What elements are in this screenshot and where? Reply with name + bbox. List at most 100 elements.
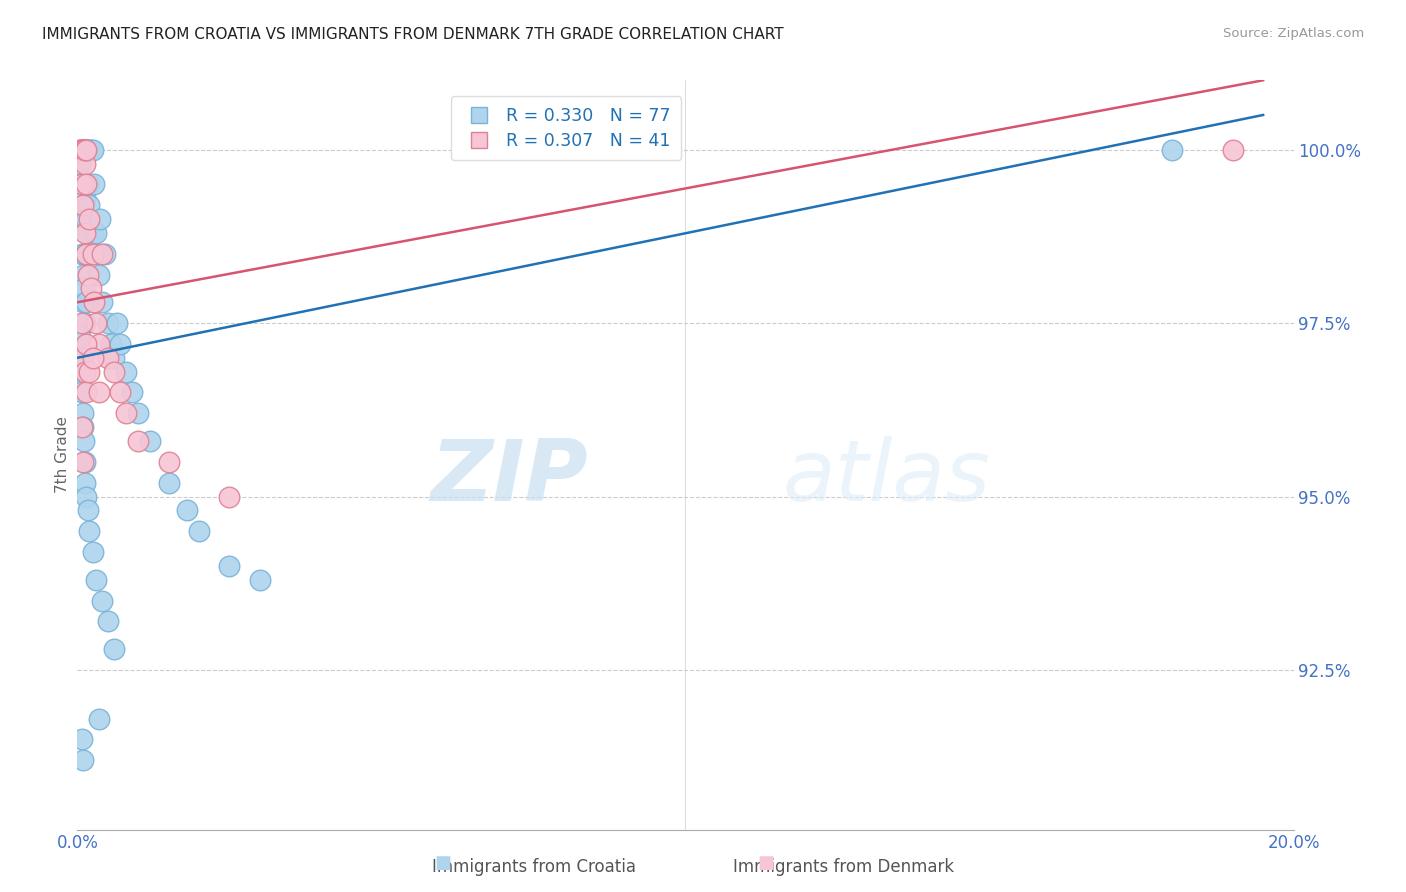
Point [73,316,96,330]
Point [75,178,97,192]
Point [70,365,93,379]
Point [70,143,93,157]
Text: atlas: atlas [783,436,991,519]
Point [82,226,104,240]
Point [72,351,94,365]
Point [73,226,96,240]
Point [77,226,100,240]
Point [97,351,120,365]
Point [84,316,107,330]
Point [82,351,104,365]
Point [72,268,94,282]
Point [79,365,101,379]
Point [75,490,97,504]
Point [80,246,103,260]
Point [218,558,240,573]
Point [188,524,211,539]
Point [75,143,97,157]
Point [115,406,138,420]
Point [70,143,93,157]
Point [75,143,97,157]
Point [83,295,105,310]
Point [70,212,93,227]
Point [75,246,97,260]
Point [75,212,97,227]
Legend: R = 0.330   N = 77, R = 0.307   N = 41: R = 0.330 N = 77, R = 0.307 N = 41 [451,96,682,161]
Point [77,503,100,517]
Point [70,420,93,434]
Point [87,268,110,282]
Point [93,246,115,260]
Point [73,143,96,157]
Point [75,246,97,260]
Point [72,143,94,157]
Point [249,573,271,587]
Point [72,198,94,212]
Point [90,295,112,310]
Point [79,198,101,212]
Point [70,351,93,365]
Text: ■: ■ [758,855,775,872]
Point [87,712,110,726]
Point [73,143,96,157]
Point [75,143,97,157]
Text: IMMIGRANTS FROM CROATIA VS IMMIGRANTS FROM DENMARK 7TH GRADE CORRELATION CHART: IMMIGRANTS FROM CROATIA VS IMMIGRANTS FR… [42,27,783,42]
Point [87,337,110,351]
Point [70,143,93,157]
Point [72,143,94,157]
Point [72,420,94,434]
Point [105,316,128,330]
Point [72,178,94,192]
Point [90,246,112,260]
Point [72,143,94,157]
Point [70,178,93,192]
Point [70,143,93,157]
Point [79,524,101,539]
Point [1222,143,1244,157]
Point [139,434,162,448]
Point [75,295,97,310]
Point [82,246,104,260]
Point [121,385,143,400]
Point [70,385,93,400]
Point [75,385,97,400]
Point [90,593,112,607]
Text: ■: ■ [434,855,451,872]
Point [82,143,104,157]
Point [73,434,96,448]
Point [70,143,93,157]
Point [103,365,125,379]
Point [80,143,103,157]
Point [70,143,93,157]
Point [103,642,125,657]
Point [84,226,107,240]
Text: ZIP: ZIP [430,436,588,519]
Point [1161,143,1184,157]
Point [72,143,94,157]
Point [72,753,94,767]
Point [69,143,91,157]
Point [70,316,93,330]
Point [70,732,93,747]
Text: Source: ZipAtlas.com: Source: ZipAtlas.com [1223,27,1364,40]
Point [73,191,96,205]
Point [75,337,97,351]
Point [100,337,122,351]
Point [69,143,91,157]
Point [73,455,96,469]
Point [157,475,180,490]
Point [97,316,120,330]
Text: Immigrants from Denmark: Immigrants from Denmark [733,858,955,876]
Point [157,455,180,469]
Point [77,143,100,157]
Point [76,178,98,192]
Point [70,246,93,260]
Point [70,178,93,192]
Point [87,385,110,400]
Point [176,503,198,517]
Point [127,434,149,448]
Point [86,246,108,260]
Y-axis label: 7th Grade: 7th Grade [55,417,70,493]
Point [75,143,97,157]
Point [97,615,120,629]
